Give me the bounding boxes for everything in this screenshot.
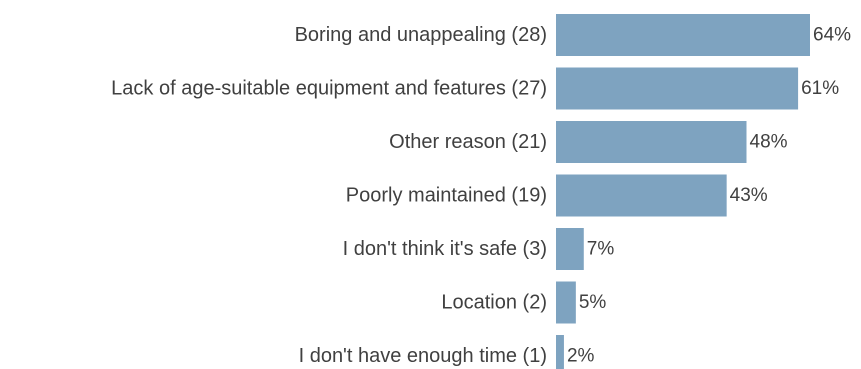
bar-3 (556, 174, 727, 217)
category-label-4: I don't think it's safe (3) (343, 238, 547, 260)
bar-1 (556, 67, 799, 110)
category-label-3: Poorly maintained (19) (346, 185, 547, 207)
category-label-6: I don't have enough time (1) (299, 345, 547, 367)
bar-6 (556, 335, 564, 369)
category-label-2: Other reason (21) (389, 131, 547, 153)
category-label-5: Location (2) (441, 292, 547, 314)
value-label-6: 2% (567, 346, 595, 367)
value-label-0: 64% (813, 25, 851, 46)
category-label-1: Lack of age-suitable equipment and featu… (111, 78, 547, 100)
value-label-1: 61% (801, 78, 839, 99)
bar-2 (556, 121, 747, 163)
bar-4 (556, 228, 584, 270)
value-label-2: 48% (750, 132, 788, 153)
chart-rows: Boring and unappealing (28) 64% Lack of ag… (111, 14, 851, 369)
value-label-4: 7% (587, 239, 615, 260)
category-label-0: Boring and unappealing (28) (295, 24, 547, 46)
value-label-3: 43% (730, 185, 768, 206)
bar-0 (556, 14, 810, 56)
bar-5 (556, 281, 576, 324)
value-label-5: 5% (579, 292, 607, 313)
